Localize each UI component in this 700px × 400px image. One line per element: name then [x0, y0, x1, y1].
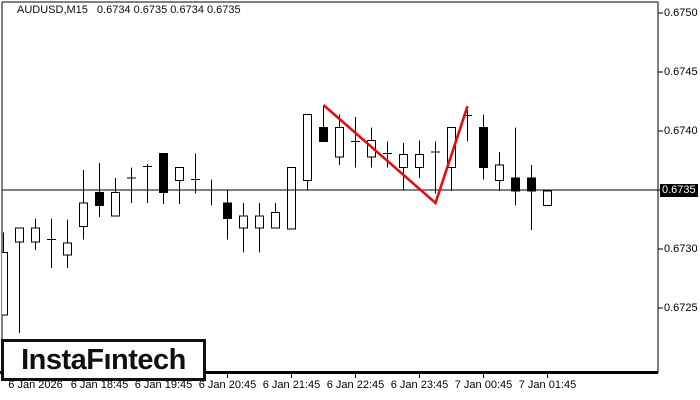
candle: [175, 167, 184, 205]
candle: [447, 126, 456, 192]
price-axis-label: 0.6725: [664, 301, 698, 314]
candle: [47, 218, 56, 268]
candle: [207, 179, 216, 206]
ohlc-quote-values: 0.6734 0.6735 0.6734 0.6735: [96, 4, 241, 16]
candle: [239, 202, 248, 253]
broker-logo-text: InstaFıntech: [21, 343, 186, 376]
candle: [127, 167, 136, 203]
candle: [383, 141, 392, 168]
price-axis-label: 0.6730: [664, 242, 698, 255]
chart-border: [0, 1, 659, 374]
candle: [303, 113, 312, 190]
time-axis-label: 6 Jan 2026: [8, 379, 63, 391]
candle: [223, 190, 232, 240]
candle: [335, 114, 344, 166]
axis-ticks: [35, 12, 663, 378]
current-price-value: 0.6735: [662, 184, 696, 196]
candle: [479, 114, 488, 180]
candle: [399, 142, 408, 190]
time-axis-label: 6 Jan 23:45: [390, 379, 449, 391]
candle: [255, 202, 264, 253]
candle: [63, 219, 72, 268]
current-price-tag: 0.6735: [660, 184, 698, 197]
candle: [143, 164, 152, 203]
candle: [111, 178, 120, 217]
symbol-period-label: AUDUSD,M15: [17, 4, 88, 16]
candle: [31, 218, 40, 251]
candle: [431, 141, 440, 194]
candle: [319, 106, 328, 143]
time-axis-label: 6 Jan 18:45: [70, 379, 129, 391]
candle: [79, 169, 88, 240]
quote-header: AUDUSD,M15 0.6734 0.6735 0.6734 0.6735: [17, 4, 241, 16]
candle: [191, 153, 200, 194]
candle: [2, 232, 8, 316]
candle: [511, 127, 520, 206]
time-axis-label: 7 Jan 01:45: [518, 379, 577, 391]
price-axis-label: 0.6740: [664, 124, 698, 137]
candle: [287, 167, 296, 230]
candle: [543, 190, 552, 206]
candle: [159, 152, 168, 205]
candles-layer: [2, 106, 552, 333]
candle: [15, 227, 24, 333]
time-axis-label: 6 Jan 19:45: [134, 379, 193, 391]
candle: [271, 202, 280, 229]
time-axis-label: 6 Jan 20:45: [198, 379, 257, 391]
broker-logo: InstaFıntech: [1, 339, 206, 381]
time-axis-label: 6 Jan 21:45: [262, 379, 321, 391]
price-axis-label: 0.6750: [664, 6, 698, 19]
zigzag-line: [322, 104, 469, 206]
candle: [415, 140, 424, 179]
time-axis-label: 6 Jan 22:45: [326, 379, 385, 391]
candle: [527, 165, 536, 231]
candle: [351, 116, 360, 168]
time-axis-label: 7 Jan 00:45: [454, 379, 513, 391]
price-axis-label: 0.6745: [664, 65, 698, 78]
candle: [495, 152, 504, 192]
